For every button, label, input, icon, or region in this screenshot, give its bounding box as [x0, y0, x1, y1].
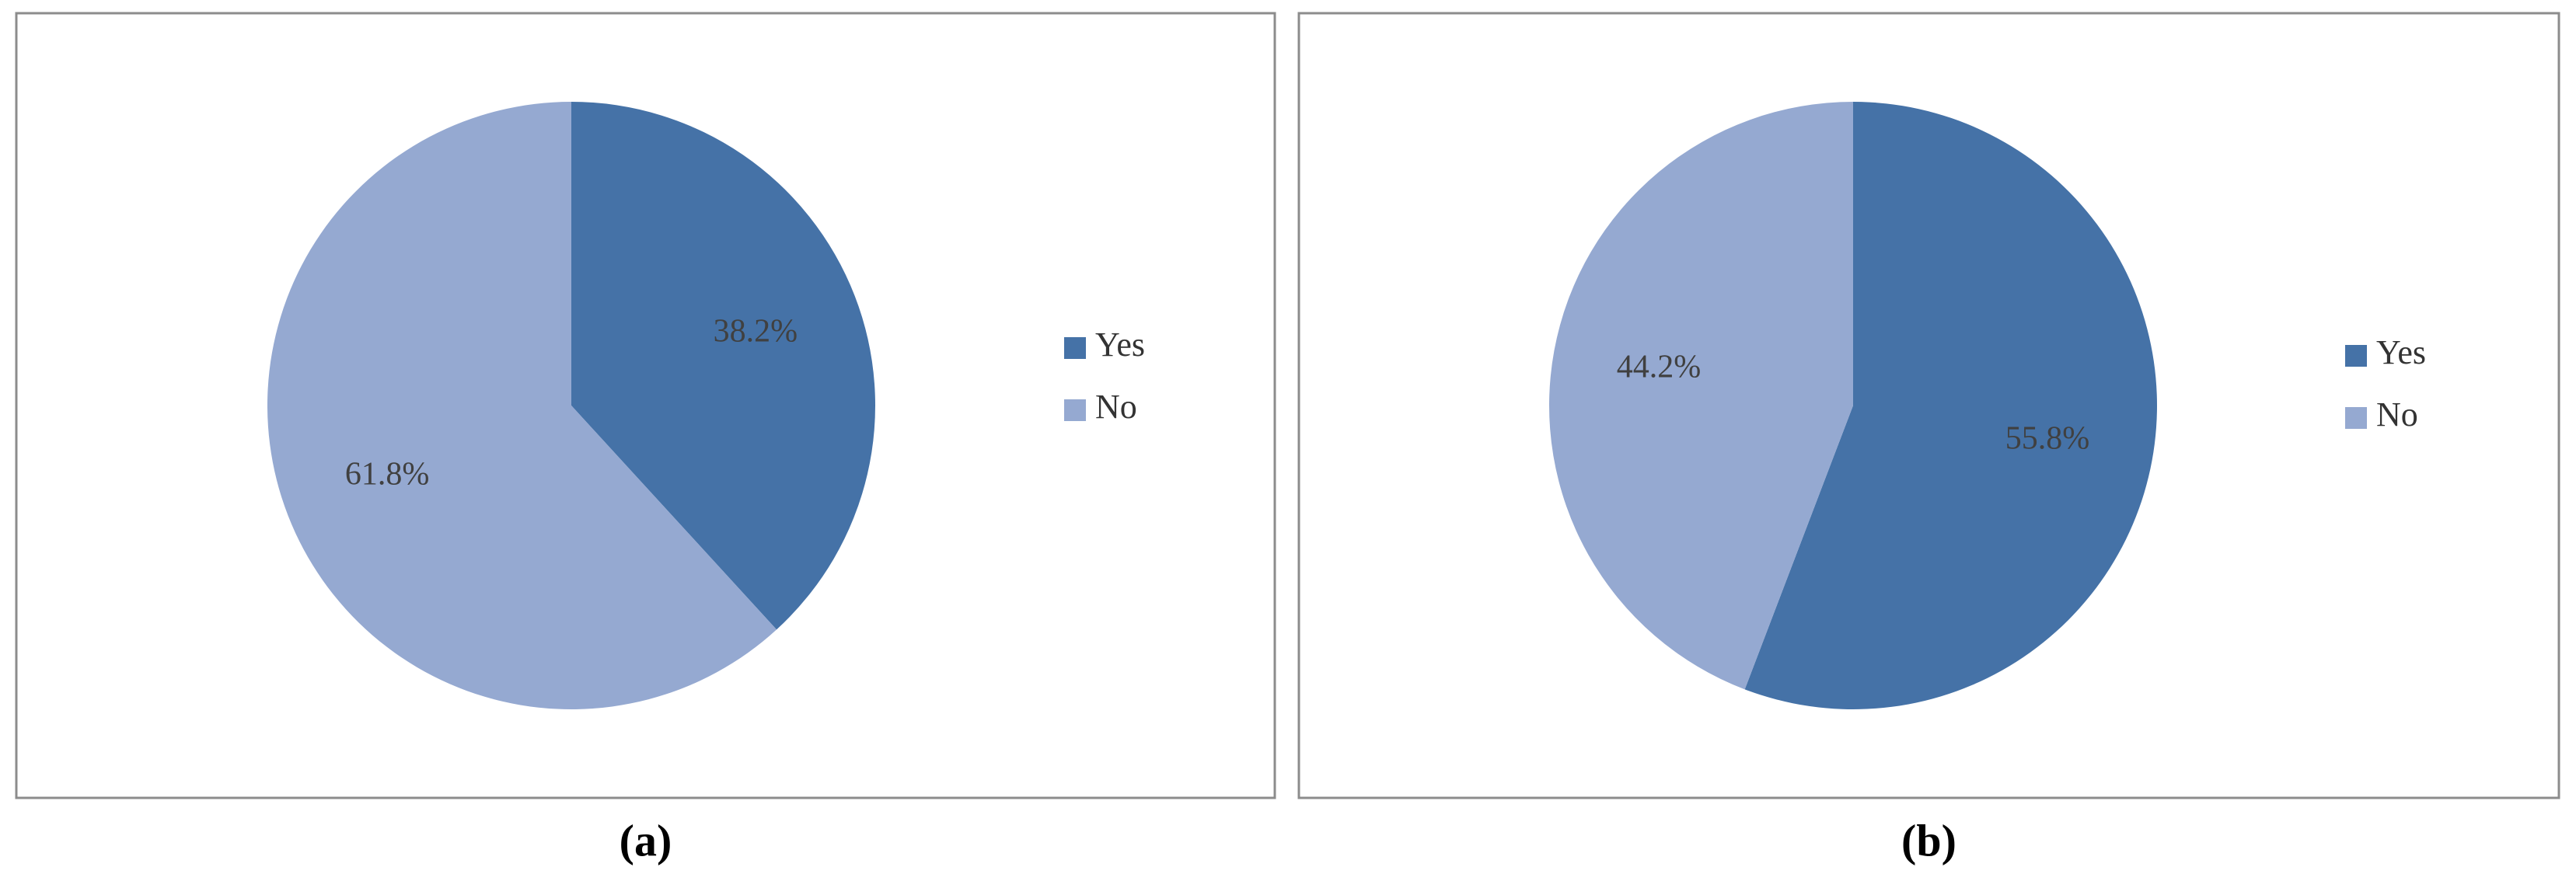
value-label: 44.2%	[1617, 350, 1702, 385]
pie-slice	[267, 102, 777, 709]
value-label: 55.8%	[2005, 421, 2090, 457]
legend-label: No	[1095, 388, 1137, 426]
legend-label: No	[2376, 395, 2418, 434]
legend-swatch	[2345, 345, 2367, 367]
value-label: 61.8%	[345, 457, 430, 493]
legend-swatch	[1064, 399, 1086, 421]
panel-caption: (a)	[620, 815, 672, 865]
pie-slice	[1744, 102, 2157, 709]
panel-caption: (b)	[1901, 815, 1956, 865]
pie-slice	[1549, 102, 1853, 690]
legend-swatch	[1064, 337, 1086, 359]
legend-swatch	[2345, 407, 2367, 429]
value-label: 38.2%	[714, 314, 798, 350]
pie-slice	[571, 102, 875, 630]
legend-label: Yes	[2376, 333, 2426, 371]
legend-label: Yes	[1095, 326, 1145, 364]
